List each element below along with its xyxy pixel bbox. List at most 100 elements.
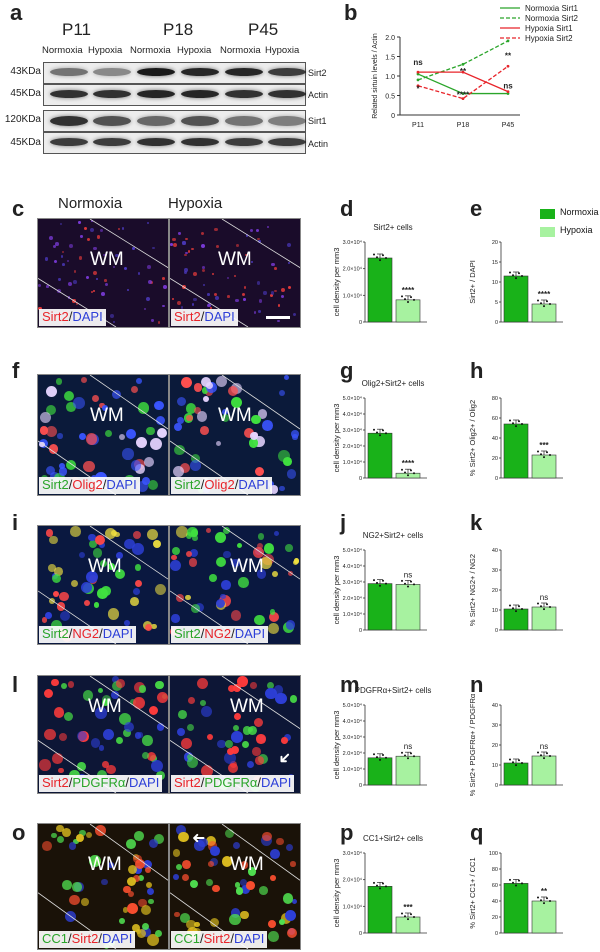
cell-nucleus (86, 571, 99, 584)
cell-nucleus (78, 432, 87, 441)
cell-nucleus (184, 267, 189, 272)
cell-nucleus (189, 879, 198, 889)
data-point (506, 90, 510, 93)
cell-nucleus (90, 738, 100, 748)
cell-nucleus (268, 611, 280, 623)
cell-nucleus (95, 824, 107, 836)
y-tick-label: 1.0×10⁴ (343, 459, 363, 466)
y-tick-label: 40 (492, 899, 498, 905)
cell-nucleus (180, 912, 190, 923)
blot-band (137, 138, 175, 146)
boundary-line (89, 526, 168, 580)
cell-nucleus (231, 559, 240, 568)
cell-nucleus (277, 319, 280, 323)
wm-label: WM (90, 405, 124, 426)
cell-nucleus (269, 485, 278, 494)
cell-nucleus (72, 280, 77, 284)
data-point (401, 751, 403, 754)
cell-nucleus (152, 246, 155, 250)
stain-marker: DAPI (102, 626, 134, 641)
cell-nucleus (45, 529, 54, 537)
blot-band (93, 138, 131, 146)
data-point (382, 254, 384, 257)
cell-nucleus (162, 285, 167, 289)
blot-band (137, 90, 175, 98)
cell-nucleus (59, 222, 62, 226)
cell-nucleus (67, 281, 72, 286)
cell-nucleus (243, 427, 255, 438)
cell-nucleus (140, 904, 151, 915)
age-label-p11: P11 (62, 20, 91, 39)
stain-marker: PDGFRα (204, 775, 258, 790)
significance-annotation: ** (460, 67, 467, 76)
wm-label: WM (88, 696, 122, 717)
cell-nucleus (81, 582, 93, 594)
cell-nucleus (286, 469, 297, 479)
boundary-line (89, 219, 168, 268)
cell-nucleus (96, 277, 99, 280)
cell-nucleus (201, 231, 205, 236)
cell-nucleus (177, 300, 182, 305)
line-chart-sirtuin-levels: 0 0.5 1.0 1.5 2.0 P11 P18 P45 Related sirtuin le… (372, 4, 578, 129)
y-tick-label: 0 (359, 628, 362, 634)
panel-label-j: j (340, 510, 347, 535)
cell-nucleus (45, 465, 55, 476)
cell-nucleus (81, 898, 89, 906)
cell-nucleus (73, 270, 77, 274)
cell-nucleus (70, 526, 81, 537)
cell-nucleus (130, 460, 141, 471)
y-axis-label: % Sirt2+ CC1+ / CC1 (468, 857, 477, 928)
stain-marker: DAPI (102, 931, 133, 946)
y-axis-label: cell density per mm3 (332, 404, 341, 473)
y-tick-label: 80 (492, 867, 498, 873)
cell-nucleus (276, 837, 284, 846)
cell-nucleus (95, 534, 106, 546)
stain-marker: DAPI (204, 309, 235, 324)
data-point (373, 253, 375, 256)
cell-nucleus (221, 856, 233, 867)
cell-nucleus (185, 251, 188, 255)
blot-band (225, 90, 263, 98)
data-point (549, 606, 551, 608)
data-point (404, 582, 406, 585)
cell-nucleus (134, 732, 142, 739)
stain-marker: DAPI (72, 309, 103, 324)
cell-nucleus (230, 745, 240, 755)
bar-chart-k: 0 10 20 30 40 % Sirt2+ NG2+ / NG2 ns (468, 548, 563, 634)
cell-nucleus (97, 588, 108, 599)
y-tick-label: 1.0×10⁴ (343, 292, 363, 299)
data-point (401, 468, 403, 471)
cell-nucleus (278, 389, 286, 396)
cond-normoxia-p18: Normoxia (130, 45, 171, 56)
cell-nucleus (252, 435, 265, 448)
cell-nucleus (101, 878, 108, 886)
data-point (540, 302, 542, 305)
blot-band (268, 68, 306, 76)
data-point (461, 92, 465, 95)
cell-nucleus (170, 559, 181, 571)
cell-nucleus (294, 558, 300, 564)
significance-annotation: * (416, 85, 420, 94)
cell-nucleus (202, 283, 206, 287)
cell-nucleus (53, 567, 63, 576)
cell-nucleus (215, 245, 219, 249)
cell-nucleus (105, 528, 117, 540)
data-point (549, 303, 551, 305)
cell-nucleus (110, 691, 119, 700)
data-point (416, 70, 420, 74)
micrograph-normoxia: WM Sirt2/NG2/DAPI (37, 525, 169, 645)
cell-nucleus (200, 706, 212, 718)
significance-annotation: ns (413, 58, 423, 67)
stain-marker: DAPI (129, 775, 160, 790)
cell-nucleus (123, 729, 131, 738)
y-tick-label: 3.0×10⁴ (343, 850, 363, 857)
cell-nucleus (202, 265, 206, 269)
cell-nucleus (268, 623, 279, 634)
cell-nucleus (73, 838, 79, 845)
cell-nucleus (119, 433, 126, 440)
cell-nucleus (252, 747, 261, 756)
cell-nucleus (184, 237, 188, 241)
cell-nucleus (155, 680, 164, 689)
data-point (385, 756, 387, 759)
cell-nucleus (219, 593, 226, 600)
